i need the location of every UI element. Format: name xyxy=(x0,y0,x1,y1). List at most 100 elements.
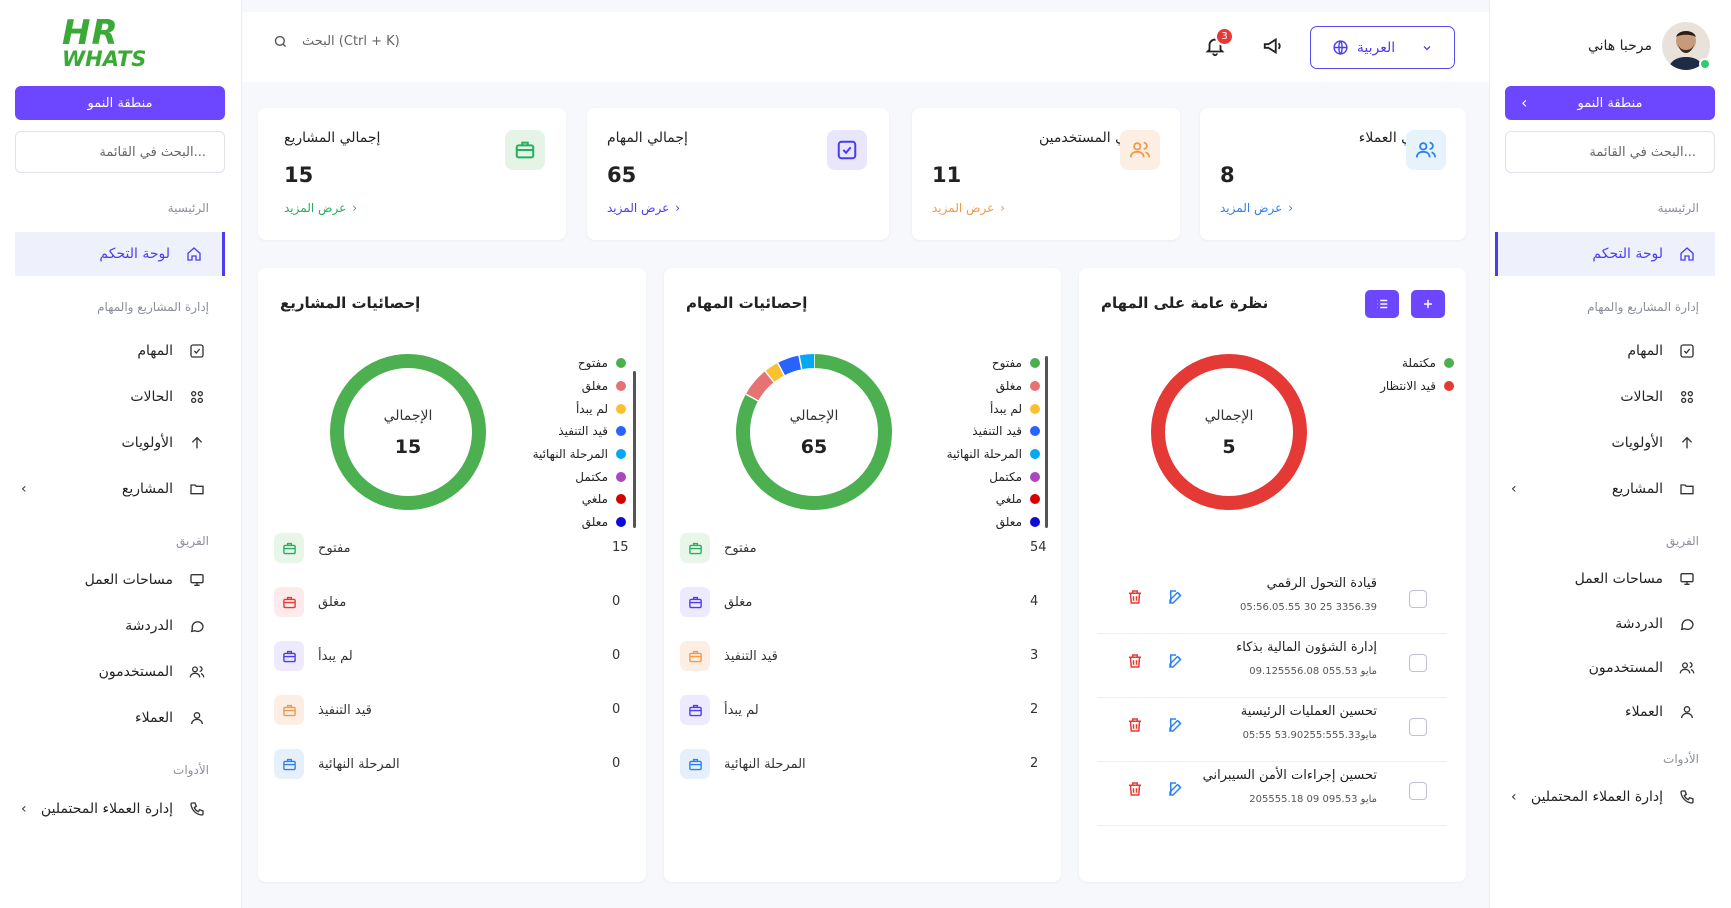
legend-item[interactable]: مغلق xyxy=(526,375,626,398)
search-input[interactable]: البحث (Ctrl + K) xyxy=(302,34,400,49)
zone-button[interactable]: منطقة النمو xyxy=(15,86,225,120)
trash-icon[interactable] xyxy=(1122,776,1148,802)
donut-slice[interactable] xyxy=(765,362,785,383)
view-more-link[interactable]: عرض المزيد › xyxy=(607,201,680,215)
chevron-right-icon: › xyxy=(1288,201,1294,215)
edit-icon[interactable] xyxy=(1163,776,1189,802)
task-checkbox[interactable] xyxy=(1409,718,1427,736)
legend-item[interactable]: مفتوح xyxy=(526,352,626,375)
sidebar-item-statuses[interactable]: الحالات xyxy=(15,375,225,419)
sidebar-item-users[interactable]: المستخدمون xyxy=(1505,646,1715,690)
list-view-button[interactable] xyxy=(1365,290,1399,318)
view-more-link[interactable]: عرض المزيد › xyxy=(1220,201,1293,215)
sidebar-item-priorities[interactable]: الأولويات xyxy=(1505,421,1715,465)
sidebar-search-input[interactable]: البحث في القائمة... xyxy=(15,131,225,173)
legend-label: معلق xyxy=(995,515,1022,530)
legend-item[interactable]: لم يبدأ xyxy=(940,397,1040,420)
legend-item[interactable]: ملغي xyxy=(940,488,1040,511)
view-more-link[interactable]: عرض المزيد › xyxy=(284,201,357,215)
task-row[interactable]: إدارة الشؤون المالية بذكاء مايو 055.53 0… xyxy=(1097,634,1447,698)
legend-item[interactable]: قيد التنفيذ xyxy=(526,420,626,443)
briefcase-icon xyxy=(274,749,304,779)
legend-item[interactable]: ملغي xyxy=(526,488,626,511)
sidebar-item-tasks[interactable]: المهام xyxy=(15,329,225,373)
folder-icon xyxy=(1677,479,1697,499)
chevron-left-icon: ‹ xyxy=(21,481,27,497)
task-checkbox[interactable] xyxy=(1409,654,1427,672)
legend-item[interactable]: المرحلة النهائية xyxy=(940,443,1040,466)
legend-item[interactable]: قيد التنفيذ xyxy=(940,420,1040,443)
sidebar-item-leads[interactable]: ‹ إدارة العملاء المحتملين xyxy=(1505,775,1715,819)
sidebar-item-workspaces[interactable]: مساحات العمل xyxy=(1505,557,1715,601)
task-checkbox[interactable] xyxy=(1409,590,1427,608)
briefcase-icon xyxy=(505,130,545,170)
view-more-link[interactable]: عرض المزيد › xyxy=(932,201,1005,215)
legend-item[interactable]: قيد الانتظار xyxy=(1364,375,1454,398)
donut-slice[interactable] xyxy=(777,355,802,376)
sidebar-item-statuses[interactable]: الحالات xyxy=(1505,375,1715,419)
legend-item[interactable]: مكتملة xyxy=(1364,352,1454,375)
task-row[interactable]: تحسين العمليات الرئيسية 05:55 مايو53.902… xyxy=(1097,698,1447,762)
logo[interactable]: HR WHATS xyxy=(62,16,152,80)
status-label: لم يبدأ xyxy=(318,648,353,664)
task-row[interactable]: تحسين إجراءات الأمن السيبراني مايو 095.5… xyxy=(1097,762,1447,826)
edit-icon[interactable] xyxy=(1163,648,1189,674)
legend-item[interactable]: مغلق xyxy=(940,375,1040,398)
legend-item[interactable]: معلق xyxy=(940,511,1040,534)
sidebar-item-workspaces[interactable]: مساحات العمل xyxy=(15,558,225,602)
legend-label: المرحلة النهائية xyxy=(946,447,1022,462)
trash-icon[interactable] xyxy=(1122,712,1148,738)
search-icon xyxy=(273,34,288,49)
donut-slice[interactable] xyxy=(330,354,486,510)
zone-button[interactable]: ‹ منطقة النمو xyxy=(1505,86,1715,120)
stat-card-clients: إجمالي العملاء 8 عرض المزيد › xyxy=(1200,108,1466,240)
donut-slice[interactable] xyxy=(736,354,892,510)
greeting: مرحبا هاني xyxy=(1587,38,1652,54)
sidebar-item-chat[interactable]: الدردشة xyxy=(1505,602,1715,646)
header-search[interactable]: البحث (Ctrl + K) xyxy=(273,34,400,49)
legend-item[interactable]: مكتمل xyxy=(526,465,626,488)
legend-label: مغلق xyxy=(995,379,1022,394)
legend-label: لم يبدأ xyxy=(989,401,1022,416)
panel-title: إحصائيات المشاريع xyxy=(280,294,421,312)
legend-scrollbar[interactable] xyxy=(633,371,636,528)
sidebar-item-clients[interactable]: العملاء xyxy=(1505,690,1715,734)
briefcase-icon xyxy=(274,641,304,671)
legend-item[interactable]: مفتوح xyxy=(940,352,1040,375)
sidebar-item-clients[interactable]: العملاء xyxy=(15,696,225,740)
legend-item[interactable]: مكتمل xyxy=(940,465,1040,488)
sidebar-item-projects[interactable]: ‹ المشاريع xyxy=(1505,467,1715,511)
sidebar-item-dashboard[interactable]: لوحة التحكم xyxy=(1495,232,1715,276)
task-date: مايو 095.53 09 205555.18 xyxy=(1249,794,1377,805)
donut-slice[interactable] xyxy=(1151,354,1307,510)
donut-slice[interactable] xyxy=(799,354,815,370)
legend-item[interactable]: معلق xyxy=(526,511,626,534)
sidebar-item-priorities[interactable]: الأولويات xyxy=(15,421,225,465)
sidebar-item-users[interactable]: المستخدمون xyxy=(15,650,225,694)
task-row[interactable]: قيادة التحول الرقمي 05:56.05.55 30 25 33… xyxy=(1097,570,1447,634)
trash-icon[interactable] xyxy=(1122,584,1148,610)
sidebar-item-dashboard[interactable]: لوحة التحكم xyxy=(15,232,225,276)
zone-button-label: منطقة النمو xyxy=(1577,95,1643,111)
legend-label: مكتمل xyxy=(575,469,608,484)
legend-item[interactable]: لم يبدأ xyxy=(526,397,626,420)
legend-item[interactable]: المرحلة النهائية xyxy=(526,443,626,466)
add-task-button[interactable] xyxy=(1411,290,1445,318)
check-square-icon xyxy=(1677,341,1697,361)
language-select[interactable]: العربية xyxy=(1310,26,1455,69)
edit-icon[interactable] xyxy=(1163,584,1189,610)
task-checkbox[interactable] xyxy=(1409,782,1427,800)
megaphone-icon[interactable] xyxy=(1262,35,1284,57)
sidebar-item-projects[interactable]: ‹ المشاريع xyxy=(15,467,225,511)
monitor-icon xyxy=(187,570,207,590)
sidebar-search-input[interactable]: البحث في القائمة... xyxy=(1505,131,1715,173)
edit-icon[interactable] xyxy=(1163,712,1189,738)
donut-slice[interactable] xyxy=(745,371,775,402)
stat-card-users: إجمالي المستخدمين 11 عرض المزيد › xyxy=(912,108,1180,240)
sidebar-item-tasks[interactable]: المهام xyxy=(1505,329,1715,373)
sidebar-item-leads[interactable]: ‹ إدارة العملاء المحتملين xyxy=(15,787,225,831)
sidebar-item-chat[interactable]: الدردشة xyxy=(15,604,225,648)
legend-scrollbar[interactable] xyxy=(1045,356,1048,528)
check-square-icon xyxy=(827,130,867,170)
trash-icon[interactable] xyxy=(1122,648,1148,674)
